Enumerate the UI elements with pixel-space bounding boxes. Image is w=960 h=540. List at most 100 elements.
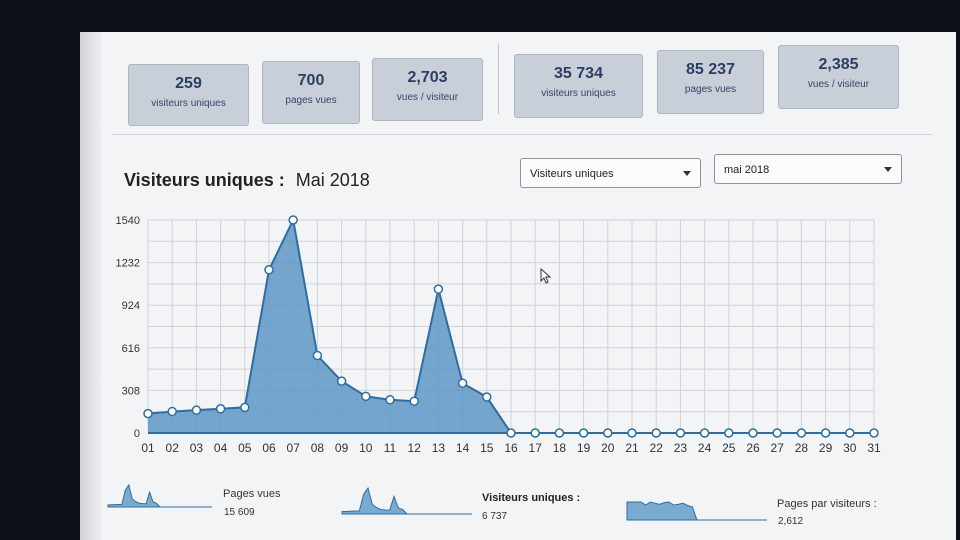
chevron-down-icon [683,171,691,176]
data-point[interactable] [336,376,347,386]
data-point[interactable] [240,402,250,413]
stat-label: visiteurs uniques [541,88,616,99]
y-tick-label: 1540 [116,215,140,227]
x-tick-label: 02 [166,441,180,455]
chart-points [143,215,879,438]
summary-value-page-views: 15 609 [224,507,255,518]
x-tick-label: 23 [674,441,688,455]
chart-title-metric: Visiteurs uniques : [124,170,285,190]
data-point[interactable] [385,395,395,405]
x-tick-label: 11 [384,441,397,455]
x-tick-label: 22 [650,441,664,455]
data-point[interactable] [167,406,177,417]
x-tick-label: 24 [698,441,712,455]
summary-label-pages-per-visitor: Pages par visiteurs : [777,498,877,510]
stat-label: pages vues [285,95,337,106]
stat-unique-visitors-month: 259 visiteurs uniques [128,64,249,126]
data-point[interactable] [361,391,371,402]
x-tick-label: 26 [746,441,760,455]
metric-select-value: Visiteurs uniques [530,168,614,180]
data-point[interactable] [748,428,758,438]
stat-value: 2,703 [407,69,448,86]
x-tick-label: 10 [359,441,373,455]
x-tick-label: 06 [262,441,276,455]
x-tick-label: 25 [722,441,736,455]
data-point[interactable] [675,428,686,438]
data-point[interactable] [433,284,444,294]
data-point[interactable] [215,404,226,414]
chevron-down-icon [884,167,892,172]
stat-label: vues / visiteur [396,92,459,103]
data-point[interactable] [191,405,202,415]
x-tick-label: 01 [141,441,155,455]
stats-divider [498,44,499,114]
data-point[interactable] [820,428,831,438]
x-axis-ticks: 01 02 03 04 05 06 07 08 09 10 11 12 13 14 15 16 17 18 19 20… [141,441,881,455]
month-select-value: mai 2018 [724,164,770,176]
stat-value: 2,385 [818,56,859,73]
data-point[interactable] [699,428,710,438]
stat-views-per-visitor-month: 2,703 vues / visiteur [372,58,483,121]
summary-value-pages-per-visitor: 2,612 [778,516,804,527]
data-point[interactable] [578,428,589,438]
mouse-cursor-icon [540,268,552,284]
data-point[interactable] [869,428,879,438]
summary-label-page-views: Pages vues [223,488,281,500]
x-tick-label: 14 [456,441,470,455]
data-point[interactable] [264,265,274,275]
x-tick-label: 27 [771,441,785,455]
x-tick-label: 13 [432,441,446,455]
data-point[interactable] [288,215,298,225]
x-tick-label: 12 [408,441,422,455]
screen-edge [80,32,102,540]
data-point[interactable] [143,408,153,419]
sparkline-pages-per-visitor [626,501,767,521]
y-tick-label: 0 [134,428,140,440]
x-tick-label: 29 [819,441,833,455]
data-point[interactable] [796,428,807,438]
data-point[interactable] [457,378,468,388]
data-point[interactable] [312,350,323,361]
y-tick-label: 308 [122,385,140,397]
month-select[interactable]: mai 2018 [714,154,902,184]
sparkline-page-views [107,483,212,508]
area-fill [148,220,874,433]
y-tick-label: 616 [122,343,140,355]
stat-label: pages vues [684,84,737,95]
x-tick-label: 04 [214,441,228,455]
summary-value-unique-visitors: 6 737 [482,511,508,522]
stat-label: visiteurs uniques [151,98,226,109]
data-point[interactable] [627,428,637,438]
data-point[interactable] [482,392,492,402]
x-tick-label: 20 [601,441,615,455]
data-point[interactable] [651,428,661,438]
data-point[interactable] [772,428,782,438]
stat-views-per-visitor-total: 2,385 vues / visiteur [778,45,899,109]
x-tick-label: 09 [335,441,349,455]
data-point[interactable] [845,428,855,438]
data-point[interactable] [506,428,516,438]
y-tick-label: 924 [122,300,140,312]
stat-value: 259 [175,75,202,92]
data-point[interactable] [724,428,734,438]
stat-value: 85 237 [686,61,735,78]
x-tick-label: 31 [867,441,881,455]
chart-title: Visiteurs uniques : Mai 2018 [124,170,370,191]
data-point[interactable] [409,396,419,406]
y-tick-label: 1232 [116,258,140,270]
y-axis-ticks: 0 308 616 924 1232 1540 [116,215,140,440]
x-tick-label: 30 [843,441,857,455]
data-point[interactable] [530,428,540,438]
data-point[interactable] [603,428,613,438]
x-tick-label: 03 [190,441,204,455]
data-point[interactable] [554,428,565,438]
x-tick-label: 08 [311,441,325,455]
stat-unique-visitors-total: 35 734 visiteurs uniques [514,54,643,118]
x-tick-label: 21 [625,441,639,455]
metric-select[interactable]: Visiteurs uniques [520,158,701,188]
x-tick-label: 05 [238,441,252,455]
sparkline-unique-visitors [341,486,472,515]
section-divider [112,134,932,135]
summary-label-unique-visitors: Visiteurs uniques : [482,492,581,504]
